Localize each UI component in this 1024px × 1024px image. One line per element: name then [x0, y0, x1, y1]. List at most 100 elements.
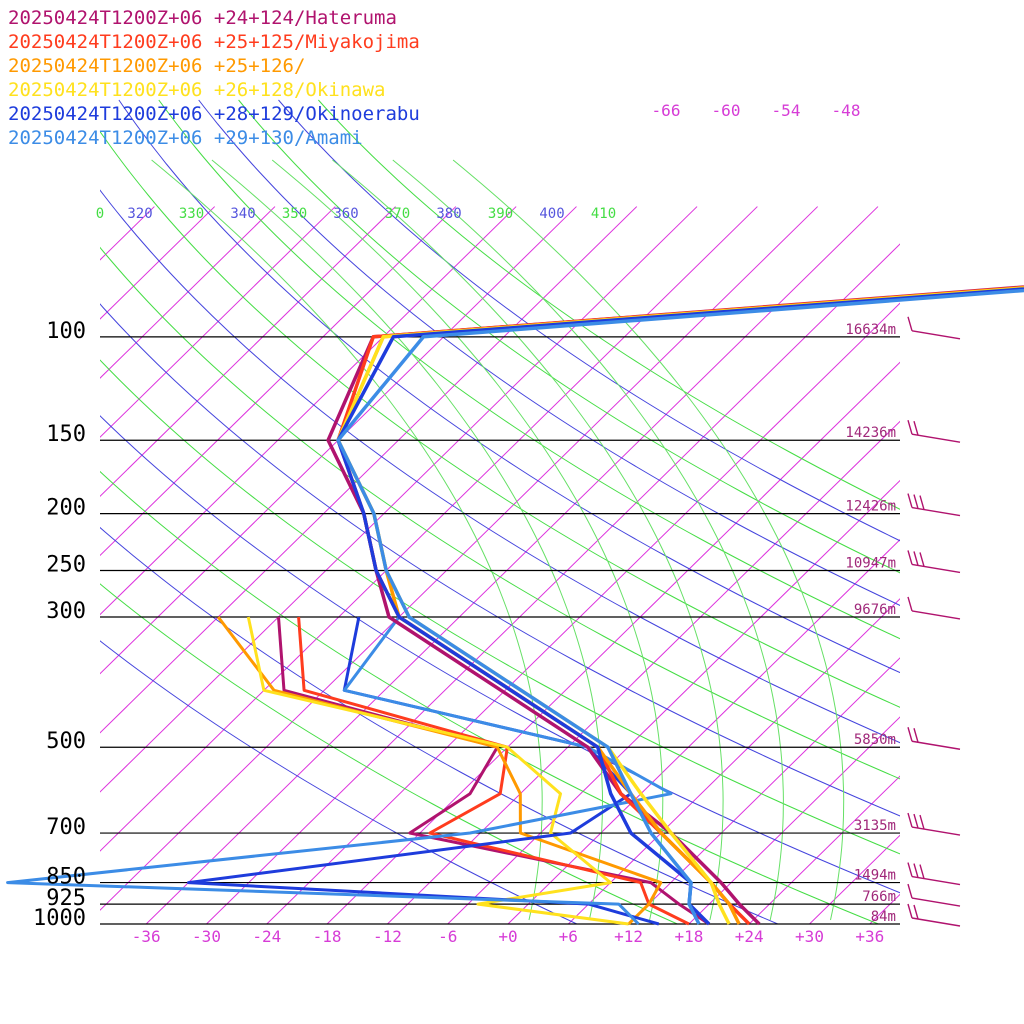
- pressure-tick-label: 150: [46, 422, 86, 447]
- dry-adiabat-line: [100, 640, 578, 924]
- moist-adiabat-line: [271, 159, 664, 921]
- temperature-profile-line: [336, 288, 1024, 925]
- isotherm-line: [100, 206, 276, 379]
- theta-label: 390: [488, 206, 513, 222]
- dry-adiabat-line: [100, 583, 678, 924]
- isotherm-top-label: -48: [832, 101, 861, 120]
- theta-label: 410: [591, 206, 616, 222]
- temperature-tick-label: -18: [313, 927, 342, 946]
- theta-label: 350: [282, 206, 307, 222]
- height-label: 1494m: [854, 868, 896, 884]
- theta-label: 0: [96, 206, 104, 222]
- isotherm-line: [100, 206, 457, 557]
- temperature-tick-label: +36: [855, 927, 884, 946]
- temperature-tick-label: +0: [498, 927, 517, 946]
- theta-label: 330: [179, 206, 204, 222]
- dry-adiabat-line: [100, 130, 900, 708]
- height-label: 14236m: [845, 425, 896, 441]
- temperature-tick-label: +30: [795, 927, 824, 946]
- dewpoint-profile-line: [246, 616, 629, 926]
- dry-adiabat-line: [278, 99, 900, 542]
- dry-adiabat-line: [318, 99, 900, 510]
- temperature-profile-line: [336, 286, 1024, 925]
- isotherm-line: [628, 657, 900, 924]
- isotherm-line: [930, 207, 1024, 924]
- theta-label: 340: [230, 206, 255, 222]
- isotherm-line: [990, 207, 1024, 924]
- temperature-tick-label: -24: [252, 927, 281, 946]
- dry-adiabat-line: [100, 470, 879, 924]
- dry-adiabat-line: [100, 526, 778, 924]
- legend-entry: 20250424T1200Z+06 +25+125/Miyakojima: [8, 31, 420, 53]
- theta-label: 370: [385, 206, 410, 222]
- isotherm-line: [100, 206, 216, 320]
- pressure-tick-label: 500: [46, 729, 86, 754]
- pressure-tick-label: 700: [46, 815, 86, 840]
- legend: 20250424T1200Z+06 +24+124/Hateruma202504…: [8, 7, 420, 149]
- legend-entry: 20250424T1200Z+06 +25+126/: [8, 55, 305, 77]
- isotherm-line: [507, 538, 900, 924]
- dry-adiabat-line: [238, 99, 900, 574]
- wind-barb: [907, 727, 961, 750]
- moist-adiabat-line: [151, 159, 543, 921]
- legend-entry: 20250424T1200Z+06 +26+128/Okinawa: [8, 79, 386, 101]
- isotherm-line: [326, 361, 900, 924]
- isotherm-top-label: -60: [712, 101, 741, 120]
- height-label: 16634m: [845, 322, 896, 338]
- wind-barb: [907, 316, 961, 340]
- isotherm-line: [145, 206, 879, 924]
- pressure-tick-label: 925: [46, 886, 86, 911]
- height-label: 9676m: [854, 602, 896, 618]
- temperature-profile-line: [336, 286, 1024, 925]
- wind-barb: [907, 862, 961, 886]
- isotherm-line: [447, 479, 900, 924]
- isobars: [100, 336, 900, 925]
- isotherm-line: [100, 206, 758, 852]
- legend-entry: 20250424T1200Z+06 +24+124/Hateruma: [8, 7, 397, 29]
- temperature-profile-line: [326, 285, 1024, 926]
- isotherm-top-label: -54: [772, 101, 801, 120]
- height-label: 12426m: [845, 499, 896, 515]
- pressure-tick-label: 200: [46, 496, 86, 521]
- isotherm-line: [100, 206, 396, 498]
- pressure-tick-label: 1000: [33, 906, 86, 931]
- theta-label: 380: [436, 206, 461, 222]
- height-label: 766m: [862, 889, 896, 905]
- wind-barb: [907, 550, 961, 574]
- isotherm-line: [266, 302, 900, 924]
- dewpoint-profile-line: [6, 616, 673, 926]
- moist-adiabat-line: [332, 159, 724, 921]
- isotherm-line: [0, 207, 34, 924]
- isotherm-line: [206, 243, 900, 924]
- wind-barb: [907, 493, 961, 517]
- isotherm-line: [100, 206, 819, 911]
- isotherm-line: [567, 598, 900, 924]
- temperature-tick-label: -6: [438, 927, 457, 946]
- legend-entry: 20250424T1200Z+06 +29+130/Amami: [8, 127, 363, 149]
- pressure-tick-label: 850: [46, 865, 86, 890]
- height-label: 5850m: [854, 732, 896, 748]
- isotherm-line: [100, 206, 336, 438]
- isotherm-top-label: -66: [652, 101, 681, 120]
- height-label: 10947m: [845, 555, 896, 571]
- isotherm-line: [387, 420, 900, 924]
- theta-label: 400: [539, 206, 564, 222]
- dewpoint-profile-line: [297, 616, 690, 926]
- isotherm-line: [688, 716, 900, 924]
- moist-adiabat-line: [392, 159, 784, 921]
- temperature-tick-label: -12: [373, 927, 402, 946]
- temperature-profile-line: [336, 287, 1024, 926]
- temperature-tick-label: +18: [674, 927, 703, 946]
- temperature-profile-line: [336, 285, 1024, 926]
- pressure-tick-label: 250: [46, 552, 86, 577]
- dewpoint-profile-line: [277, 616, 710, 926]
- theta-label: 360: [333, 206, 358, 222]
- dry-adiabat-line: [198, 99, 900, 606]
- wind-barb: [907, 812, 961, 836]
- wind-barbs: [907, 316, 961, 927]
- legend-entry: 20250424T1200Z+06 +28+129/Okinoerabu: [8, 103, 420, 125]
- dry-adiabat-line: [158, 99, 900, 640]
- dewpoint-profile-line: [217, 616, 663, 926]
